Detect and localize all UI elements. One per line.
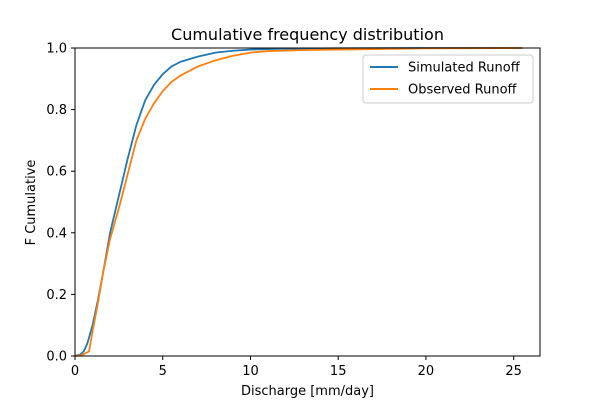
- axes-frame: [74, 47, 541, 357]
- x-tick-label: 5: [159, 364, 167, 379]
- legend: Simulated Runoff Observed Runoff: [362, 54, 534, 104]
- chart-title: Cumulative frequency distribution: [171, 25, 444, 44]
- y-axis-label: F Cumulative: [24, 160, 39, 246]
- x-tick-label: 20: [418, 364, 435, 379]
- legend-box: [362, 54, 534, 104]
- x-tick-label: 15: [330, 364, 347, 379]
- y-tick-label: 0.0: [46, 350, 67, 365]
- legend-label-observed: Observed Runoff: [408, 83, 518, 98]
- y-tick-label: 0.4: [46, 226, 67, 241]
- legend-label-simulated: Simulated Runoff: [408, 61, 521, 76]
- series-lines: [74, 47, 523, 357]
- y-axis-ticks: 0.0 0.2 0.4 0.6 0.8 1.0: [46, 42, 75, 365]
- y-tick-label: 0.6: [46, 165, 67, 180]
- series-line-observed-runoff: [74, 47, 523, 357]
- x-tick-label: 25: [505, 364, 522, 379]
- y-tick-label: 1.0: [46, 42, 67, 57]
- x-axis-ticks: 0 5 10 15 20 25: [71, 356, 522, 379]
- y-tick-label: 0.2: [46, 288, 67, 303]
- x-tick-label: 10: [242, 364, 259, 379]
- y-tick-label: 0.8: [46, 103, 67, 118]
- x-tick-label: 0: [71, 364, 79, 379]
- series-line-simulated-runoff: [74, 47, 523, 357]
- x-axis-label: Discharge [mm/day]: [241, 384, 374, 399]
